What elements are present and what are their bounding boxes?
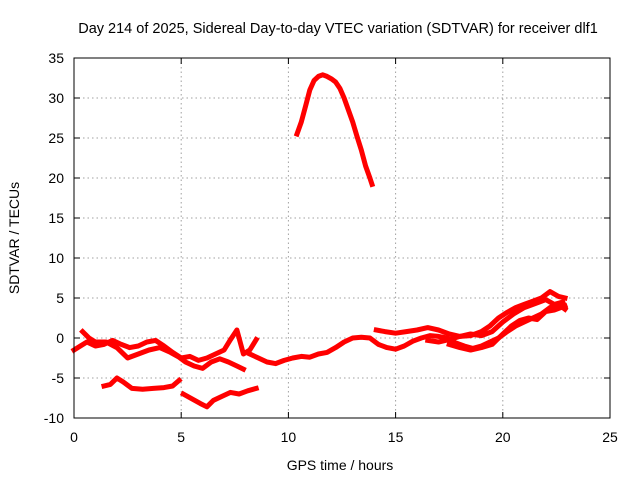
series-track-1 <box>70 327 260 363</box>
y-tick-label: 30 <box>48 90 64 106</box>
x-tick-label: 25 <box>602 429 618 445</box>
grid-layer <box>74 58 610 418</box>
series-track-8 <box>446 302 569 353</box>
y-tick-label: -10 <box>44 410 64 426</box>
x-tick-label: 0 <box>70 429 78 445</box>
x-tick-label: 15 <box>388 429 404 445</box>
series-track-7 <box>424 297 569 345</box>
y-tick-label: 20 <box>48 170 64 186</box>
x-axis-label: GPS time / hours <box>287 457 394 473</box>
series-track-3 <box>100 375 183 392</box>
plot-frame <box>73 57 611 419</box>
x-tick-label: 10 <box>281 429 297 445</box>
y-axis-label: SDTVAR / TECUs <box>6 182 22 294</box>
y-tick-label: 15 <box>48 210 64 226</box>
y-tick-label: 25 <box>48 130 64 146</box>
x-tick-label: 20 <box>495 429 511 445</box>
x-tick-label: 5 <box>177 429 185 445</box>
series-layer <box>70 72 569 410</box>
series-track-2 <box>79 328 247 373</box>
y-tick-label: -5 <box>52 370 65 386</box>
series-track-4 <box>179 385 260 410</box>
y-tick-label: 5 <box>56 290 64 306</box>
tick-layer: 0 5 10 15 20 25 -10 -5 0 5 10 15 20 25 30 35 <box>44 50 618 445</box>
series-track-9 <box>293 72 376 188</box>
y-tick-label: 0 <box>56 330 64 346</box>
y-tick-label: 10 <box>48 250 64 266</box>
series-track-6 <box>373 289 569 339</box>
y-tick-label: 35 <box>48 50 64 66</box>
chart-title: Day 214 of 2025, Sidereal Day-to-day VTE… <box>78 21 598 37</box>
